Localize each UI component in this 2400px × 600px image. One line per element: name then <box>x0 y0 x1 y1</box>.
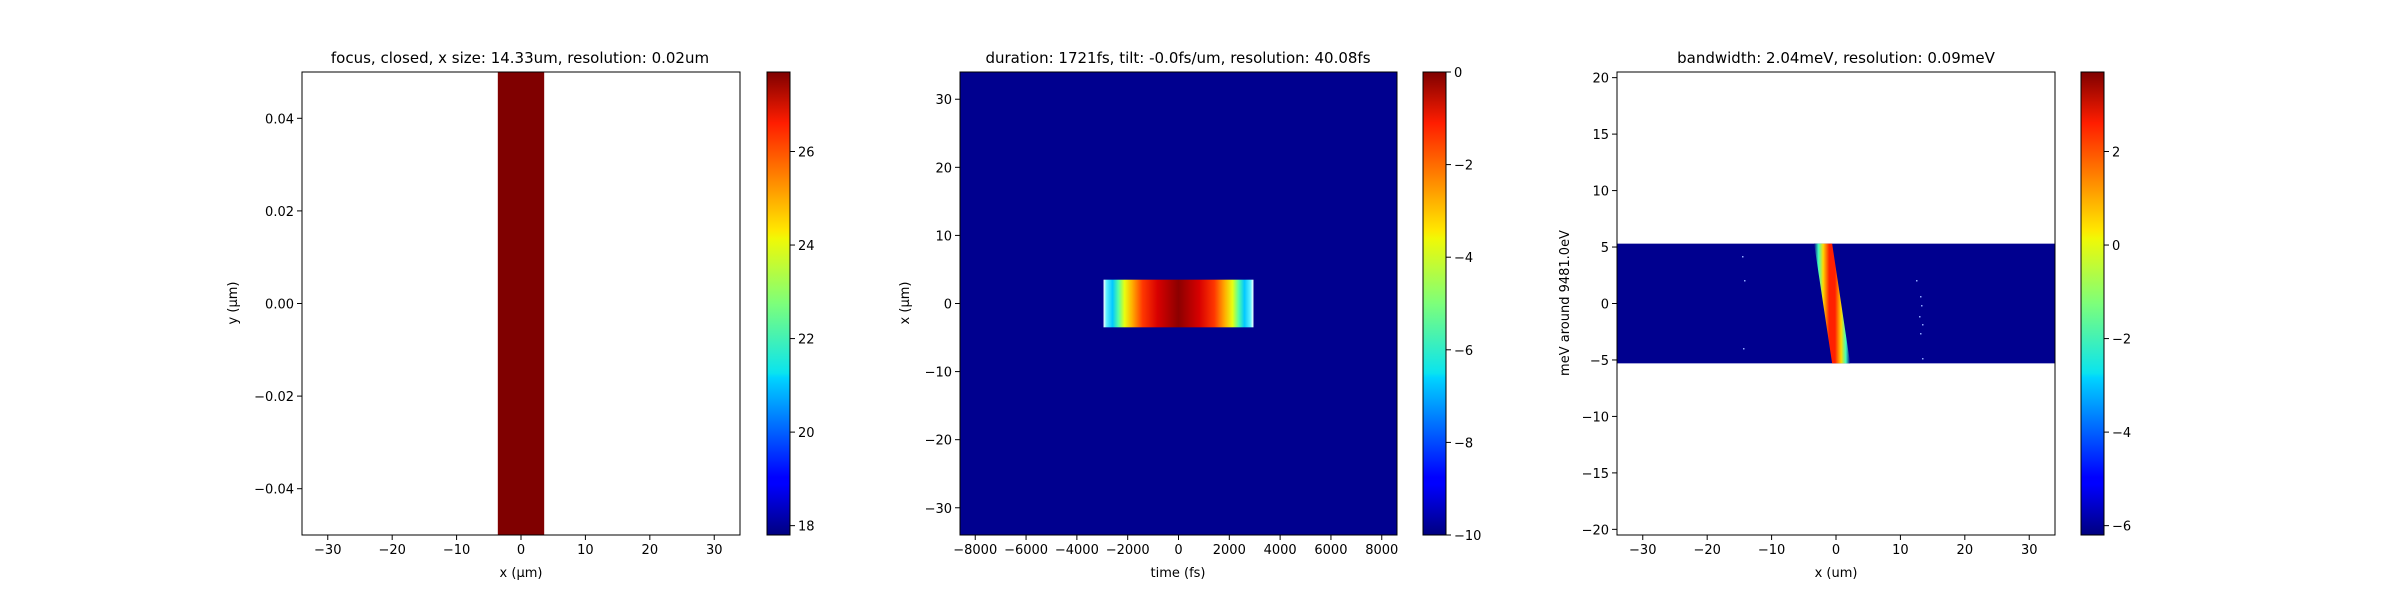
x-axis-label-focus: x (μm) <box>500 566 543 581</box>
chart-title-bandwidth: bandwidth: 2.04meV, resolution: 0.09meV <box>1677 49 1995 67</box>
focus-band <box>497 72 545 535</box>
panel-bandwidth: bandwidth: 2.04meV, resolution: 0.09meV … <box>1558 49 2131 581</box>
x-tick-label: −6000 <box>1004 543 1048 558</box>
x-tick-label: 6000 <box>1314 543 1347 558</box>
x-tick-label: 0 <box>517 543 525 558</box>
x-tick-label: 2000 <box>1213 543 1246 558</box>
panel-focus: focus, closed, x size: 14.33um, resoluti… <box>226 49 815 581</box>
x-tick-label: −20 <box>1693 543 1720 558</box>
colorbar-duration <box>1422 71 1447 536</box>
y-axis-ticks-focus: −0.04 −0.02 0.00 0.02 0.04 <box>254 112 302 498</box>
colorbar-tick-label: 0 <box>1454 66 1462 81</box>
y-tick-label: −20 <box>1582 523 1609 538</box>
x-tick-label: 10 <box>577 543 594 558</box>
colorbar-tick-label: −10 <box>1454 529 1481 544</box>
colorbar-focus <box>766 71 791 536</box>
y-tick-label: 15 <box>1592 128 1609 143</box>
y-tick-label: 0 <box>944 298 952 313</box>
pulse-envelope <box>1103 279 1254 328</box>
x-tick-label: 8000 <box>1365 543 1398 558</box>
colorbar-tick-label: −4 <box>1454 251 1473 266</box>
y-tick-label: 30 <box>935 93 952 108</box>
colorbar-tick-label: −6 <box>2112 520 2131 535</box>
y-tick-label: 0 <box>1601 298 1609 313</box>
x-tick-label: 30 <box>2021 543 2038 558</box>
colorbar-tick-label: 24 <box>798 239 815 254</box>
spectrum-stripe <box>1814 243 1851 364</box>
y-tick-label: 0.00 <box>265 298 294 313</box>
noise-dot <box>1742 256 1744 258</box>
colorbar-tick-label: 18 <box>798 520 815 535</box>
chart-title-duration: duration: 1721fs, tilt: -0.0fs/um, resol… <box>985 49 1370 67</box>
y-tick-label: −20 <box>925 434 952 449</box>
y-tick-label: 20 <box>1592 72 1609 87</box>
x-tick-label: 4000 <box>1264 543 1297 558</box>
y-tick-label: −0.02 <box>254 390 294 405</box>
noise-dot <box>1920 296 1922 298</box>
x-tick-label: −20 <box>378 543 405 558</box>
x-tick-label: −10 <box>1758 543 1785 558</box>
colorbar-tick-label: −4 <box>2112 426 2131 441</box>
x-tick-label: −2000 <box>1106 543 1150 558</box>
colorbar-tick-label: 26 <box>798 146 815 161</box>
y-tick-label: −10 <box>925 366 952 381</box>
y-tick-label: −10 <box>1582 410 1609 425</box>
x-tick-label: −30 <box>314 543 341 558</box>
x-axis-label-bandwidth: x (um) <box>1815 566 1858 581</box>
colorbar-tick-label: 22 <box>798 333 815 348</box>
noise-dot <box>1921 305 1923 307</box>
y-axis-label-focus: y (μm) <box>226 282 241 325</box>
y-tick-label: 5 <box>1601 241 1609 256</box>
x-tick-label: −4000 <box>1055 543 1099 558</box>
noise-dot <box>1922 324 1924 326</box>
y-tick-label: −0.04 <box>254 483 294 498</box>
colorbar-tick-label: 20 <box>798 426 815 441</box>
y-axis-label-duration: x (μm) <box>898 282 913 325</box>
colorbar-bandwidth <box>2080 71 2105 536</box>
y-tick-label: −5 <box>1590 354 1609 369</box>
x-axis-ticks-focus: −30 −20 −10 0 10 20 30 <box>314 535 723 558</box>
chart-title-focus: focus, closed, x size: 14.33um, resoluti… <box>331 49 709 67</box>
x-tick-label: −10 <box>443 543 470 558</box>
noise-dot <box>1743 348 1745 350</box>
y-tick-label: 10 <box>1592 185 1609 200</box>
y-axis-label-bandwidth: meV around 9481.0eV <box>1558 230 1573 376</box>
colorbar-ticks-duration: −10 −8 −6 −4 −2 0 <box>1446 66 1481 544</box>
y-tick-label: 0.04 <box>265 112 294 127</box>
noise-dots <box>1742 256 1924 360</box>
x-tick-label: 0 <box>1832 543 1840 558</box>
colorbar-tick-label: 2 <box>2112 146 2120 161</box>
x-tick-label: −8000 <box>953 543 997 558</box>
x-tick-label: 20 <box>642 543 659 558</box>
x-tick-label: 0 <box>1174 543 1182 558</box>
y-tick-label: −15 <box>1582 467 1609 482</box>
colorbar-tick-label: −6 <box>1454 344 1473 359</box>
x-tick-label: 10 <box>1892 543 1909 558</box>
y-axis-ticks-bandwidth: −20 −15 −10 −5 0 5 10 15 20 <box>1582 72 1617 538</box>
colorbar-ticks-bandwidth: −6 −4 −2 0 2 <box>2104 146 2131 535</box>
colorbar-ticks-focus: 18 20 22 24 26 <box>790 146 815 535</box>
noise-dot <box>1922 358 1924 360</box>
y-axis-ticks-duration: −30 −20 −10 0 10 20 30 <box>925 93 960 517</box>
x-tick-label: −30 <box>1629 543 1656 558</box>
x-axis-ticks-bandwidth: −30 −20 −10 0 10 20 30 <box>1629 535 2038 558</box>
x-tick-label: 30 <box>706 543 723 558</box>
y-tick-label: −30 <box>925 502 952 517</box>
colorbar-tick-label: −2 <box>1454 159 1473 174</box>
colorbar-tick-label: −8 <box>1454 436 1473 451</box>
panel-duration: duration: 1721fs, tilt: -0.0fs/um, resol… <box>898 49 1481 581</box>
y-tick-label: 20 <box>935 161 952 176</box>
noise-dot <box>1919 316 1921 318</box>
noise-dot <box>1744 280 1746 282</box>
y-tick-label: 10 <box>935 229 952 244</box>
x-tick-label: 20 <box>1957 543 1974 558</box>
noise-dot <box>1920 333 1922 335</box>
colorbar-tick-label: −2 <box>2112 333 2131 348</box>
x-axis-label-duration: time (fs) <box>1151 566 1206 581</box>
y-tick-label: 0.02 <box>265 205 294 220</box>
noise-dot <box>1916 280 1918 282</box>
colorbar-tick-label: 0 <box>2112 239 2120 254</box>
x-axis-ticks-duration: −8000 −6000 −4000 −2000 0 2000 4000 6000 8000 <box>953 535 1398 558</box>
